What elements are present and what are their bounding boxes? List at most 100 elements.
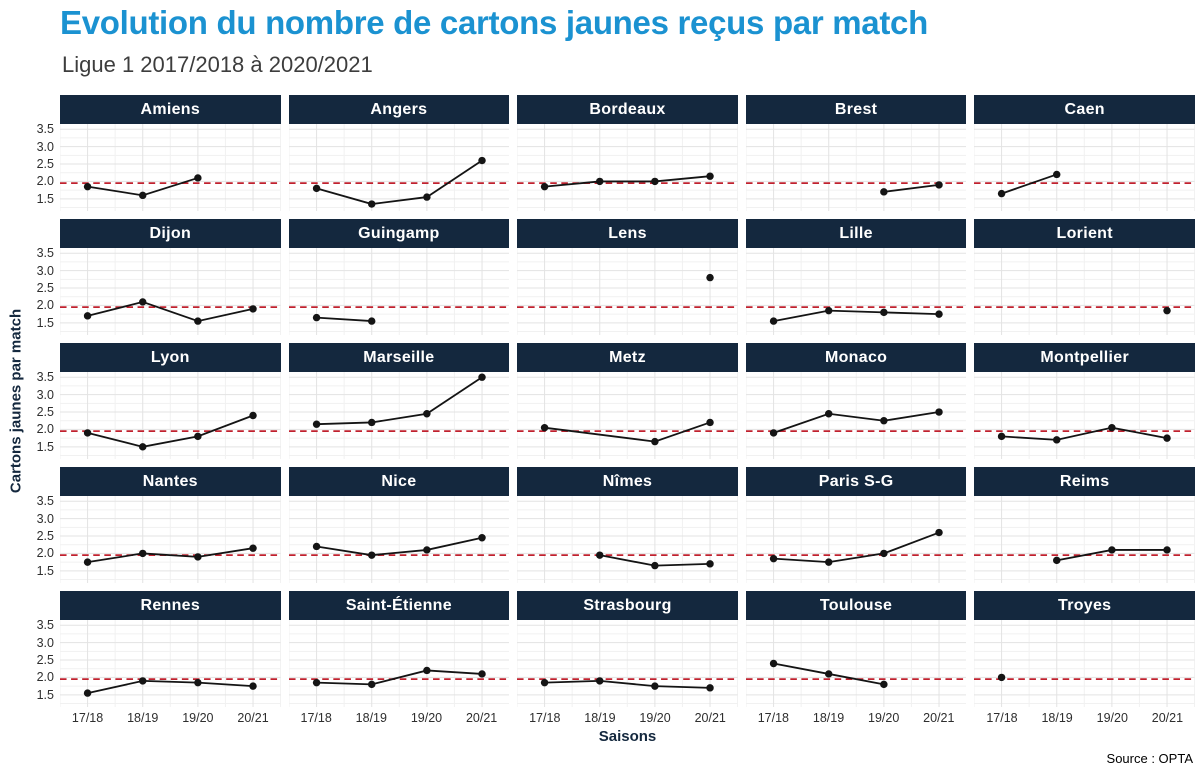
data-line [316, 536, 482, 557]
data-point [422, 666, 431, 675]
data-line [87, 547, 254, 564]
facet-guingamp: Guingamp [288, 219, 510, 335]
data-point [998, 432, 1006, 441]
x-tick-label: 17/18 [300, 711, 332, 725]
facet-nimes: Nîmes [517, 467, 738, 583]
facet-nice: Nice [288, 467, 510, 583]
facet-reims: Reims [974, 467, 1195, 583]
data-point [249, 411, 257, 420]
data-point [367, 317, 376, 325]
facet-plot [745, 372, 967, 459]
y-tick-label: 3.5 [36, 369, 54, 384]
data-point [194, 317, 202, 325]
facet-title: Lille [745, 219, 967, 248]
y-tick-label: 3.0 [36, 387, 54, 402]
x-axis-tick-labels: 17/18 18/19 19/20 20/21 17/18 18/19 19/20 20/21… [60, 711, 1195, 727]
facet-montpellier: Montpellier [974, 343, 1195, 459]
data-point [83, 182, 92, 191]
x-tick-group: 17/18 18/19 19/20 20/21 [517, 711, 738, 727]
data-point [477, 534, 486, 542]
data-point [769, 317, 778, 325]
data-point [83, 429, 92, 437]
facet-plot [288, 496, 510, 583]
facet-toulouse: Toulouse [745, 591, 967, 707]
data-point [1163, 434, 1172, 442]
facet-title: Angers [288, 95, 510, 124]
x-tick-label: 20/21 [465, 711, 498, 725]
data-point [1053, 170, 1061, 179]
data-point [249, 305, 257, 313]
data-point [1163, 546, 1172, 554]
y-tick-label: 2.0 [36, 174, 54, 189]
x-tick-label: 19/20 [1096, 711, 1128, 725]
data-point [769, 429, 778, 437]
data-line [87, 414, 254, 448]
data-point [998, 673, 1006, 682]
facet-rennes: Rennes [60, 591, 281, 707]
data-point [1053, 436, 1061, 444]
facet-title: Montpellier [974, 343, 1195, 372]
facet-title: Metz [517, 343, 738, 372]
y-tick-label: 3.0 [36, 635, 54, 650]
data-point [706, 172, 714, 180]
facet-title: Saint-Étienne [288, 591, 510, 620]
facet-metz: Metz [517, 343, 738, 459]
facet-plot [288, 124, 510, 211]
y-tick-label: 3.0 [36, 139, 54, 154]
facet-plot [974, 248, 1195, 335]
data-point [879, 417, 888, 425]
facet-plot [288, 372, 510, 459]
data-point [367, 551, 376, 559]
facet-angers: Angers [288, 95, 510, 211]
facet-title: Dijon [60, 219, 281, 248]
facet-plot [60, 124, 281, 211]
data-point [541, 678, 549, 687]
facet-plot [745, 496, 967, 583]
data-line [1001, 173, 1058, 195]
x-tick-label: 18/19 [584, 711, 616, 725]
facet-title: Nantes [60, 467, 281, 496]
facet-strasbourg: Strasbourg [517, 591, 738, 707]
data-point [879, 308, 888, 317]
facet-plot [517, 496, 738, 583]
x-tick-label: 17/18 [71, 711, 104, 725]
data-point [596, 551, 604, 559]
facet-lorient: Lorient [974, 219, 1195, 335]
data-point [422, 410, 431, 418]
data-point [312, 420, 320, 428]
facet-title: Lens [517, 219, 738, 248]
facet-troyes: Troyes [974, 591, 1195, 707]
data-line [316, 376, 483, 426]
data-line [87, 679, 254, 694]
facet-plot [974, 124, 1195, 211]
data-point [367, 200, 376, 208]
facet-brest: Brest [745, 95, 967, 211]
facet-lyon: Lyon [60, 343, 281, 459]
facet-plot [745, 620, 967, 707]
data-point [935, 310, 943, 318]
data-point [935, 408, 943, 416]
data-line [1001, 426, 1168, 441]
x-tick-label: 18/19 [1041, 711, 1073, 725]
facet-title: Guingamp [288, 219, 510, 248]
facet-plot [974, 620, 1195, 707]
facet-paris-s-g: Paris S-G [745, 467, 967, 583]
data-point [824, 670, 833, 678]
facet-title: Brest [745, 95, 967, 124]
y-tick-label: 2.5 [36, 652, 54, 667]
data-point [422, 193, 431, 201]
x-tick-label: 19/20 [410, 711, 443, 725]
facet-title: Strasbourg [517, 591, 738, 620]
facet-plot [745, 248, 967, 335]
facet-plot [288, 248, 510, 335]
facet-plot [517, 124, 738, 211]
data-point [1163, 306, 1172, 315]
data-point [824, 306, 833, 315]
data-point [194, 678, 202, 687]
y-tick-label: 1.5 [36, 315, 54, 330]
facet-title: Troyes [974, 591, 1195, 620]
y-tick-label: 2.5 [36, 156, 54, 171]
y-tick-label: 3.5 [36, 121, 54, 136]
facet-plot [288, 620, 510, 707]
data-point [83, 312, 92, 320]
